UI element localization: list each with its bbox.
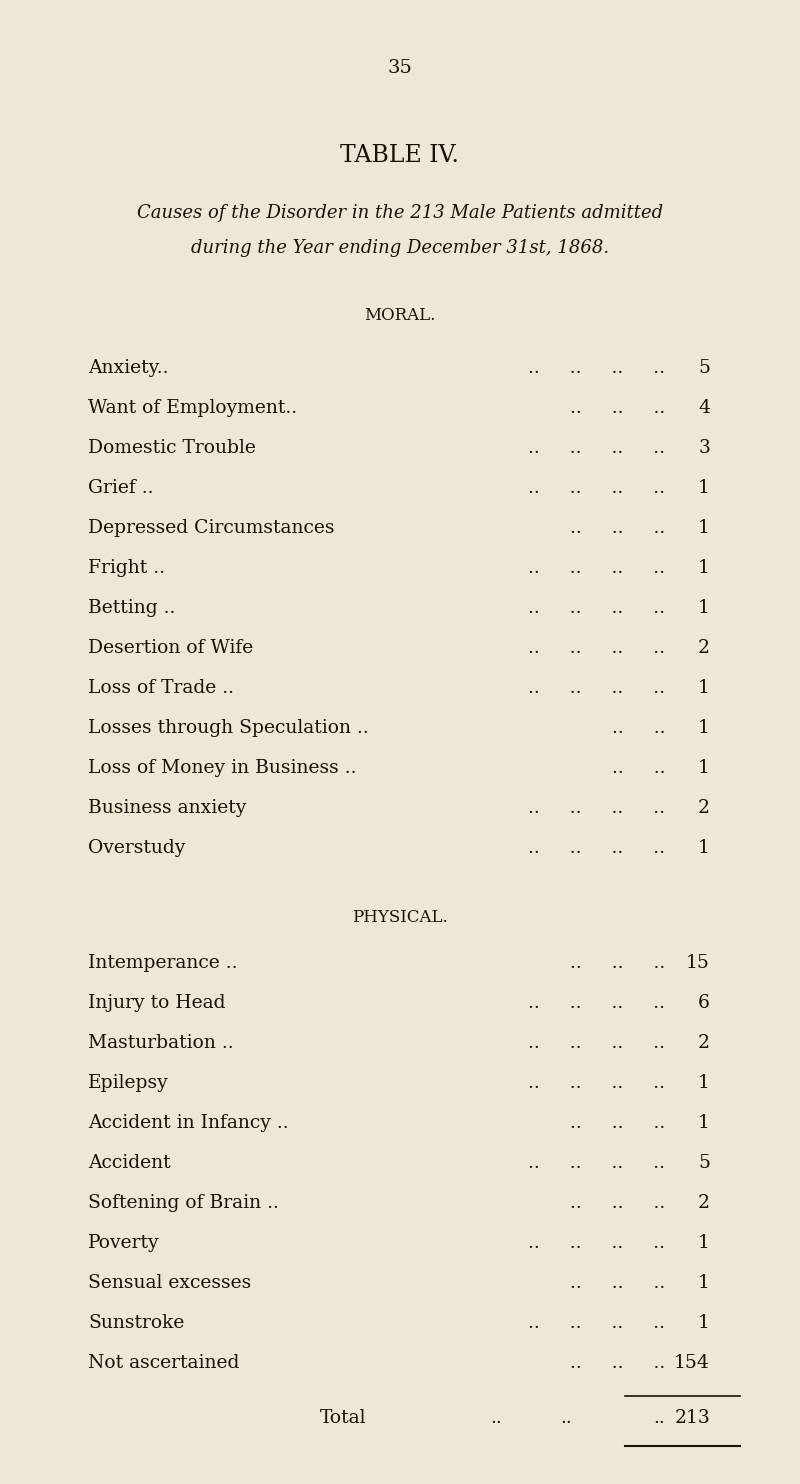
Text: TABLE IV.: TABLE IV. [341,144,459,166]
Text: 213: 213 [674,1408,710,1428]
Text: PHYSICAL.: PHYSICAL. [352,910,448,926]
Text: 1: 1 [698,1273,710,1293]
Text: Desertion of Wife: Desertion of Wife [88,640,254,657]
Text: Masturbation ..: Masturbation .. [88,1034,234,1052]
Text: ..     ..     ..     ..: .. .. .. .. [516,359,665,377]
Text: 5: 5 [698,1155,710,1172]
Text: 1: 1 [698,1313,710,1333]
Text: Sunstroke: Sunstroke [88,1313,184,1333]
Text: ..: .. [490,1408,502,1428]
Text: Accident in Infancy ..: Accident in Infancy .. [88,1114,289,1132]
Text: Loss of Trade ..: Loss of Trade .. [88,680,234,697]
Text: ..     ..: .. .. [599,720,665,738]
Text: ..     ..     ..     ..: .. .. .. .. [516,680,665,697]
Text: Anxiety..: Anxiety.. [88,359,169,377]
Text: 1: 1 [698,1114,710,1132]
Text: 1: 1 [698,519,710,537]
Text: Want of Employment..: Want of Employment.. [88,399,297,417]
Text: Grief ..: Grief .. [88,479,154,497]
Text: ..     ..     ..     ..: .. .. .. .. [516,1074,665,1092]
Text: Intemperance ..: Intemperance .. [88,954,238,972]
Text: ..     ..     ..: .. .. .. [558,954,665,972]
Text: Loss of Money in Business ..: Loss of Money in Business .. [88,758,357,778]
Text: ..     ..     ..     ..: .. .. .. .. [516,1235,665,1252]
Text: MORAL.: MORAL. [364,307,436,324]
Text: Poverty: Poverty [88,1235,160,1252]
Text: Not ascertained: Not ascertained [88,1353,239,1373]
Text: 2: 2 [698,640,710,657]
Text: ..     ..     ..     ..: .. .. .. .. [516,994,665,1012]
Text: ..     ..     ..     ..: .. .. .. .. [516,439,665,457]
Text: 1: 1 [698,600,710,617]
Text: ..     ..     ..     ..: .. .. .. .. [516,479,665,497]
Text: 2: 2 [698,798,710,818]
Text: Sensual excesses: Sensual excesses [88,1273,251,1293]
Text: 154: 154 [674,1353,710,1373]
Text: 1: 1 [698,838,710,856]
Text: Total: Total [320,1408,366,1428]
Text: 2: 2 [698,1034,710,1052]
Text: ..     ..     ..: .. .. .. [558,1195,665,1212]
Text: ..: .. [654,1408,665,1428]
Text: ..     ..     ..     ..: .. .. .. .. [516,838,665,856]
Text: ..     ..     ..     ..: .. .. .. .. [516,1313,665,1333]
Text: 1: 1 [698,720,710,738]
Text: Depressed Circumstances: Depressed Circumstances [88,519,334,537]
Text: ..     ..     ..     ..: .. .. .. .. [516,798,665,818]
Text: Betting ..: Betting .. [88,600,175,617]
Text: ..     ..     ..: .. .. .. [558,399,665,417]
Text: ..     ..     ..: .. .. .. [558,1114,665,1132]
Text: 3: 3 [698,439,710,457]
Text: ..     ..     ..     ..: .. .. .. .. [516,1034,665,1052]
Text: Epilepsy: Epilepsy [88,1074,169,1092]
Text: ..     ..     ..: .. .. .. [558,1353,665,1373]
Text: 1: 1 [698,758,710,778]
Text: ..     ..: .. .. [599,758,665,778]
Text: Softening of Brain ..: Softening of Brain .. [88,1195,279,1212]
Text: Overstudy: Overstudy [88,838,186,856]
Text: ..     ..     ..: .. .. .. [558,519,665,537]
Text: 4: 4 [698,399,710,417]
Text: 1: 1 [698,559,710,577]
Text: Causes of the Disorder in the 213 Male Patients admitted: Causes of the Disorder in the 213 Male P… [137,203,663,223]
Text: 1: 1 [698,1235,710,1252]
Text: Accident: Accident [88,1155,170,1172]
Text: Losses through Speculation ..: Losses through Speculation .. [88,720,369,738]
Text: 1: 1 [698,479,710,497]
Text: during the Year ending December 31st, 1868.: during the Year ending December 31st, 18… [191,239,609,257]
Text: Injury to Head: Injury to Head [88,994,226,1012]
Text: ..     ..     ..: .. .. .. [558,1273,665,1293]
Text: ..     ..     ..     ..: .. .. .. .. [516,1155,665,1172]
Text: 2: 2 [698,1195,710,1212]
Text: 6: 6 [698,994,710,1012]
Text: ..: .. [560,1408,572,1428]
Text: 5: 5 [698,359,710,377]
Text: 35: 35 [387,59,413,77]
Text: 1: 1 [698,680,710,697]
Text: 1: 1 [698,1074,710,1092]
Text: 15: 15 [686,954,710,972]
Text: Domestic Trouble: Domestic Trouble [88,439,256,457]
Text: ..     ..     ..     ..: .. .. .. .. [516,640,665,657]
Text: ..     ..     ..     ..: .. .. .. .. [516,600,665,617]
Text: Business anxiety: Business anxiety [88,798,246,818]
Text: ..     ..     ..     ..: .. .. .. .. [516,559,665,577]
Text: Fright ..: Fright .. [88,559,165,577]
